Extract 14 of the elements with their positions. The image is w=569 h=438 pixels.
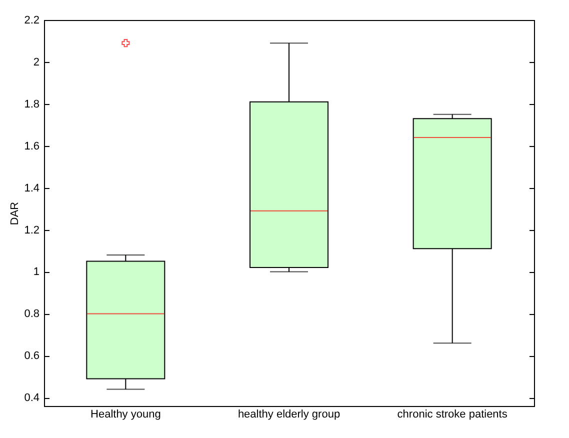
y-tick-label: 0.6: [24, 350, 40, 362]
x-tick-label: healthy elderly group: [238, 408, 340, 420]
y-tick-label: 1.2: [24, 224, 40, 236]
y-tick-label: 2.2: [24, 14, 40, 26]
y-tick-label: 1: [33, 266, 40, 278]
y-axis-title: DAR: [9, 202, 22, 226]
y-tick-label: 2: [33, 56, 40, 68]
y-tick-label: 0.4: [24, 392, 40, 404]
y-tick-label: 0.8: [24, 308, 40, 320]
y-tick-label: 1.4: [24, 182, 40, 194]
y-tick-label: 1.8: [24, 98, 40, 110]
x-tick-label: Healthy young: [90, 408, 161, 420]
x-tick-label: chronic stroke patients: [397, 408, 508, 420]
y-tick-label: 1.6: [24, 140, 40, 152]
